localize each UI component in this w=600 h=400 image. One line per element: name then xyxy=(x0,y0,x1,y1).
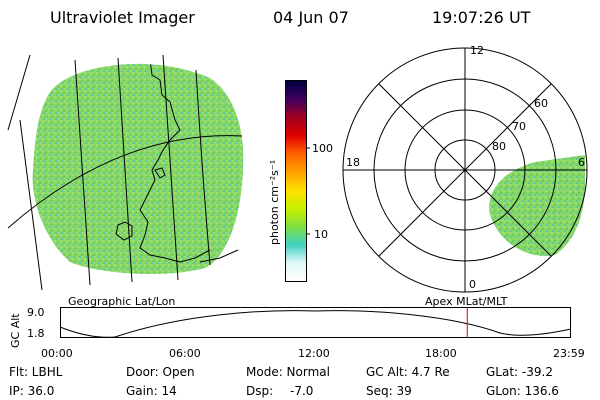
mlt-6-label: 6 xyxy=(578,156,585,169)
mlt-12-label: 12 xyxy=(470,44,484,57)
timeline-tick-1800: 18:00 xyxy=(425,347,457,360)
timeline-tick-2359: 23:59 xyxy=(553,347,585,360)
timeline-tick-0000: 00:00 xyxy=(41,347,73,360)
lat-70-label: 70 xyxy=(512,120,526,133)
altitude-curve xyxy=(59,310,572,338)
lat-60-label: 60 xyxy=(534,97,548,110)
dsp-label: Dsp: xyxy=(246,384,274,398)
timeline-tick-1200: 12:00 xyxy=(298,347,330,360)
left-panel-caption: Geographic Lat/Lon xyxy=(68,295,176,308)
colorbar-unit-label: photon cm⁻²s⁻¹ xyxy=(268,159,281,245)
meridian-lines xyxy=(7,54,243,291)
coastline xyxy=(115,63,211,263)
mlt-0-label: 0 xyxy=(469,278,476,291)
lat-80-label: 80 xyxy=(492,140,506,153)
polar-plot xyxy=(342,47,588,293)
aurora-region xyxy=(489,155,585,256)
earth-disk xyxy=(32,63,244,274)
colorbar-tick-10: 10 xyxy=(314,228,328,241)
filter-status: Flt: LBHL xyxy=(9,365,63,379)
timeline-plot xyxy=(59,307,572,338)
colorbar xyxy=(285,80,307,282)
time-label: 19:07:26 UT xyxy=(432,8,531,27)
timeline-tick-0600: 06:00 xyxy=(169,347,201,360)
glat-status: GLat: -39.2 xyxy=(486,365,553,379)
timeline-y-tick-9: 9.0 xyxy=(27,306,45,319)
dsp-value: -7.0 xyxy=(290,384,314,398)
ip-status: IP: 36.0 xyxy=(9,384,55,398)
mlt-18-label: 18 xyxy=(346,156,360,169)
gc-alt-status: GC Alt: 4.7 Re xyxy=(366,365,450,379)
timeline-y-label: GC Alt xyxy=(9,313,22,348)
colorbar-tick-100: 100 xyxy=(312,142,333,155)
right-panel-caption: Apex MLat/MLT xyxy=(425,295,508,308)
glon-status: GLon: 136.6 xyxy=(486,384,559,398)
date-label: 04 Jun 07 xyxy=(273,8,349,27)
door-status: Door: Open xyxy=(126,365,195,379)
timeline-y-tick-1-8: 1.8 xyxy=(27,327,45,340)
gain-status: Gain: 14 xyxy=(126,384,177,398)
seq-status: Seq: 39 xyxy=(366,384,412,398)
instrument-title: Ultraviolet Imager xyxy=(50,8,195,27)
mode-status: Mode: Normal xyxy=(246,365,330,379)
colorbar-ticks xyxy=(306,147,310,235)
